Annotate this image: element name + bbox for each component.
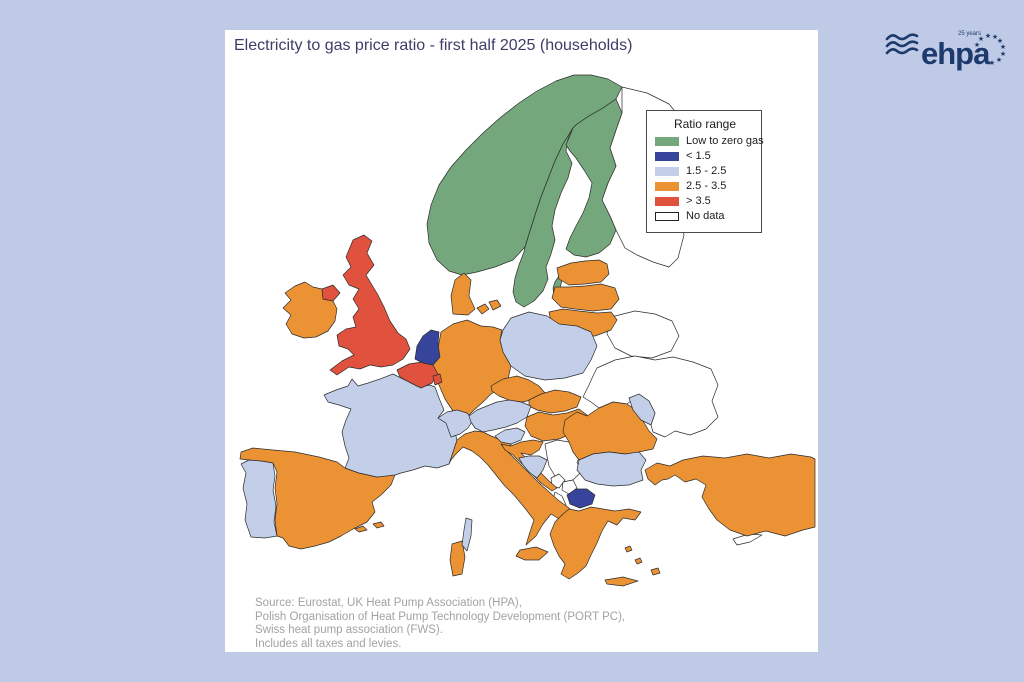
island-sicily (515, 546, 549, 561)
country-spain (239, 447, 396, 550)
country-finland (565, 98, 623, 258)
wave-icon (885, 33, 919, 55)
legend-swatch-low-zero (655, 136, 679, 146)
source-line-1: Source: Eurostat, UK Heat Pump Associati… (255, 597, 522, 609)
page-title: Electricity to gas price ratio - first h… (234, 37, 633, 54)
legend-swatch-1-5-2-5 (655, 166, 679, 176)
star-circle: ★ ★ ★ ★ ★ ★ ★ ★ ★ (974, 32, 1006, 67)
legend-label: Low to zero gas (686, 135, 764, 147)
country-north-macedonia (566, 488, 596, 509)
source-line-3: Swiss heat pump association (FWS). (255, 624, 443, 636)
country-sweden (512, 127, 574, 308)
star-icon: ★ (985, 32, 991, 40)
country-moldova (628, 393, 656, 426)
country-latvia (551, 283, 620, 312)
star-icon: ★ (989, 59, 995, 67)
legend-label: < 1.5 (686, 150, 711, 162)
legend-item-low-zero: Low to zero gas (655, 135, 764, 147)
legend: Ratio range Low to zero gas < 1.5 1.5 - … (646, 110, 764, 233)
country-poland (499, 311, 598, 381)
europe-choropleth-map (239, 74, 816, 587)
country-slovenia (494, 427, 526, 445)
island-balearic-1 (354, 525, 368, 533)
island-zealand (488, 299, 502, 311)
island-funen (476, 303, 490, 315)
map-card: Electricity to gas price ratio - first h… (225, 30, 818, 652)
country-bulgaria (576, 451, 647, 487)
legend-title: Ratio range (673, 117, 737, 131)
legend-item-gt-3-5: > 3.5 (655, 195, 755, 207)
source-note: Source: Eurostat, UK Heat Pump Associati… (255, 597, 625, 651)
island-aegean-2 (634, 557, 643, 565)
country-greece (549, 506, 642, 580)
legend-item-lt-1-5: < 1.5 (655, 150, 755, 162)
star-icon: ★ (997, 37, 1003, 45)
region-northern-ireland (321, 284, 341, 302)
brand-wordmark: ehpa (921, 36, 991, 71)
source-line-4: Includes all taxes and levies. (255, 637, 402, 650)
legend-item-2-5-3-5: 2.5 - 3.5 (655, 180, 755, 192)
anniversary-label: 25 years (958, 31, 981, 37)
country-switzerland (437, 409, 474, 438)
country-estonia (556, 259, 610, 286)
star-icon: ★ (1000, 43, 1006, 51)
legend-swatch-lt-1-5 (655, 151, 679, 161)
country-bosnia (518, 455, 548, 479)
legend-label: > 3.5 (686, 195, 711, 207)
country-united-kingdom (329, 234, 411, 376)
legend-item-1-5-2-5: 1.5 - 2.5 (655, 165, 755, 177)
legend-swatch-2-5-3-5 (655, 181, 679, 191)
country-belarus (606, 310, 680, 359)
country-netherlands (414, 329, 441, 366)
country-luxembourg (432, 373, 443, 386)
country-france (323, 373, 458, 478)
legend-swatch-no-data (655, 211, 679, 221)
star-icon: ★ (996, 56, 1002, 64)
legend-label: 1.5 - 2.5 (686, 165, 727, 177)
star-icon: ★ (992, 33, 998, 41)
star-icon: ★ (978, 35, 984, 43)
country-romania (562, 401, 658, 461)
country-slovakia (528, 389, 582, 414)
source-line-2: Polish Organisation of Heat Pump Technol… (255, 610, 626, 623)
legend-swatch-gt-3-5 (655, 196, 679, 206)
island-crete (604, 576, 639, 587)
star-icon: ★ (974, 41, 980, 49)
country-ukraine (582, 355, 719, 438)
island-rhodes (650, 567, 661, 576)
island-balearic-2 (372, 521, 385, 529)
legend-label: 2.5 - 3.5 (686, 180, 727, 192)
country-turkey (644, 453, 816, 537)
legend-item-no-data: No data (655, 210, 755, 222)
island-sardinia (449, 540, 466, 577)
island-corsica (461, 517, 473, 552)
island-aegean-1 (624, 545, 633, 553)
country-portugal (240, 459, 278, 539)
map-container (225, 68, 817, 600)
legend-label: No data (686, 210, 725, 222)
country-denmark (450, 272, 476, 316)
ehpa-logo: ehpa 25 years ★ ★ ★ ★ ★ ★ ★ ★ ★ (885, 31, 1006, 71)
star-icon: ★ (1000, 50, 1006, 58)
country-austria (468, 399, 532, 433)
